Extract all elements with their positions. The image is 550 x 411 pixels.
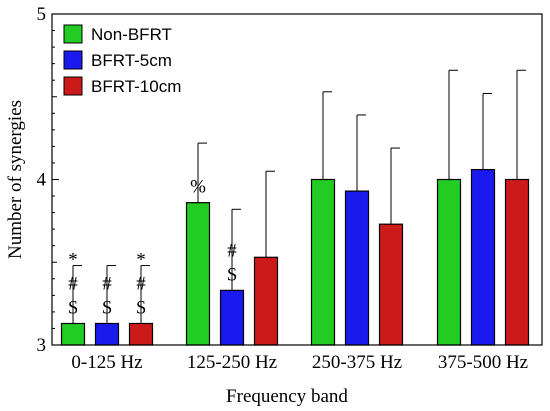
bar-1-2	[185, 202, 211, 346]
bar-3-4	[504, 178, 530, 346]
legend-swatch	[63, 76, 83, 96]
error-bars	[72, 69, 526, 324]
bar-2-4	[470, 168, 496, 346]
bar-2-2	[219, 289, 245, 346]
annotation-symbol-4-1: %	[190, 177, 206, 198]
y-tick-label: 5	[37, 4, 47, 25]
bar-3-3	[378, 223, 404, 346]
bar-1-3	[310, 178, 336, 346]
bar-1-1	[60, 322, 86, 346]
axes: 3 4 5 0-125 Hz 125-250 Hz 250-375 Hz 375-500 H…	[5, 4, 543, 407]
legend-label: Non-BFRT	[91, 25, 172, 44]
x-axis-label: Frequency band	[226, 386, 348, 407]
bar-3-1	[128, 322, 154, 346]
bar-2-3	[344, 190, 370, 346]
legend-label: BFRT-5cm	[91, 51, 172, 70]
bar-1-4	[436, 178, 462, 346]
bar-2-1	[94, 322, 120, 346]
annotation-symbol-3-2: #	[136, 273, 146, 294]
x-tick-label: 375-500 Hz	[438, 352, 528, 373]
annotation-symbol-5-2: $	[227, 264, 237, 285]
legend: Non-BFRT BFRT-5cm BFRT-10cm	[63, 24, 181, 96]
y-tick-label: 3	[37, 335, 47, 356]
annotation-symbol-3-1: *	[136, 249, 146, 270]
bar-3-2	[253, 256, 279, 346]
annotation-symbol-1-2: #	[68, 273, 78, 294]
legend-swatch	[63, 50, 83, 70]
x-tick-label: 0-125 Hz	[71, 352, 142, 373]
annotation-symbol-1-3: $	[68, 297, 78, 318]
x-tick-label: 125-250 Hz	[187, 352, 277, 373]
legend-swatch	[63, 24, 83, 44]
annotation-symbol-1-1: *	[68, 249, 78, 270]
annotation-symbol-2-1: #	[102, 273, 112, 294]
x-tick-label: 250-375 Hz	[312, 352, 402, 373]
y-tick-label: 4	[37, 170, 47, 191]
annotation-symbol-3-3: $	[136, 297, 146, 318]
legend-label: BFRT-10cm	[91, 77, 181, 96]
y-axis-label: Number of synergies	[5, 100, 26, 259]
bars	[60, 168, 530, 346]
annotation-symbol-2-2: $	[102, 297, 112, 318]
annotation-symbol-5-1: #	[227, 240, 237, 261]
significance-annotations: * # $ # $ * # $% # $	[68, 177, 237, 319]
